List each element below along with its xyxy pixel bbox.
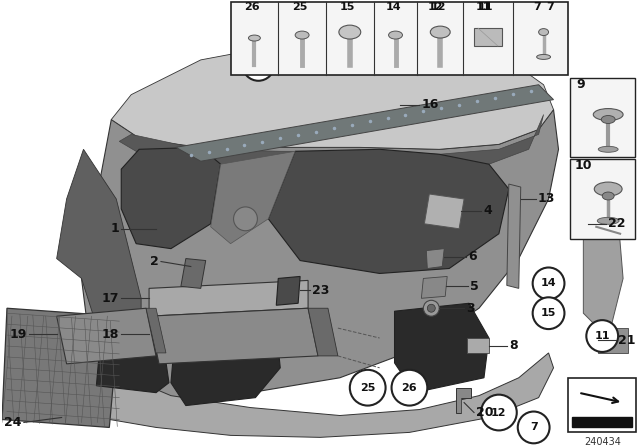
Polygon shape — [97, 328, 169, 392]
Circle shape — [532, 267, 564, 299]
Ellipse shape — [602, 192, 614, 200]
Ellipse shape — [601, 116, 615, 124]
Circle shape — [234, 207, 257, 231]
Polygon shape — [598, 328, 628, 353]
Polygon shape — [149, 280, 308, 316]
Text: 10: 10 — [575, 159, 592, 172]
Text: 12: 12 — [491, 408, 507, 418]
Text: 15: 15 — [541, 308, 556, 318]
Polygon shape — [456, 388, 471, 413]
Bar — [570, 78, 635, 157]
Ellipse shape — [539, 29, 548, 35]
Polygon shape — [394, 303, 489, 392]
Ellipse shape — [248, 35, 260, 41]
Polygon shape — [176, 85, 554, 161]
Ellipse shape — [598, 146, 618, 152]
Text: 25: 25 — [360, 383, 376, 393]
Polygon shape — [426, 249, 444, 268]
Circle shape — [481, 395, 516, 431]
Ellipse shape — [295, 31, 309, 39]
Circle shape — [428, 304, 435, 312]
Text: 2: 2 — [150, 255, 159, 268]
Polygon shape — [57, 149, 141, 398]
Ellipse shape — [388, 31, 403, 39]
Circle shape — [243, 49, 275, 81]
Text: 12: 12 — [430, 2, 446, 12]
Circle shape — [350, 370, 385, 405]
Text: 21: 21 — [618, 333, 636, 346]
Polygon shape — [67, 353, 554, 437]
Text: 5: 5 — [470, 280, 479, 293]
Polygon shape — [268, 149, 509, 273]
Polygon shape — [421, 276, 447, 298]
Text: 24: 24 — [4, 416, 22, 429]
Text: 7: 7 — [530, 422, 538, 432]
Polygon shape — [146, 308, 166, 353]
Text: 26: 26 — [244, 2, 260, 12]
Text: 13: 13 — [538, 193, 555, 206]
Text: 18: 18 — [102, 327, 119, 340]
Text: 26: 26 — [402, 383, 417, 393]
Polygon shape — [119, 115, 543, 169]
Text: 17: 17 — [102, 292, 119, 305]
Polygon shape — [467, 338, 489, 353]
Polygon shape — [308, 308, 338, 356]
Text: 16: 16 — [421, 98, 439, 111]
Polygon shape — [181, 258, 205, 289]
Polygon shape — [121, 147, 221, 249]
Polygon shape — [81, 110, 559, 398]
Circle shape — [392, 370, 428, 405]
Text: 14: 14 — [385, 2, 401, 12]
Text: 12: 12 — [428, 2, 443, 12]
Polygon shape — [57, 308, 156, 364]
Text: 19: 19 — [10, 327, 27, 340]
Ellipse shape — [536, 55, 550, 60]
Circle shape — [423, 300, 439, 316]
Polygon shape — [276, 276, 300, 305]
Text: 15: 15 — [340, 2, 355, 12]
Polygon shape — [572, 418, 632, 427]
Text: 11: 11 — [478, 2, 493, 12]
Text: 7: 7 — [547, 2, 554, 12]
Circle shape — [518, 412, 550, 444]
Ellipse shape — [339, 25, 361, 39]
Ellipse shape — [430, 26, 450, 38]
Circle shape — [243, 22, 275, 54]
Polygon shape — [171, 318, 280, 405]
Polygon shape — [149, 308, 318, 364]
Polygon shape — [111, 40, 554, 149]
Text: 240434: 240434 — [584, 437, 621, 448]
Text: 9: 9 — [577, 78, 585, 90]
Polygon shape — [507, 184, 521, 289]
Bar — [230, 2, 568, 75]
Text: 11: 11 — [595, 331, 610, 341]
Polygon shape — [424, 194, 464, 229]
Ellipse shape — [597, 217, 619, 224]
Polygon shape — [2, 308, 119, 427]
Text: 25: 25 — [292, 2, 308, 12]
Ellipse shape — [593, 108, 623, 121]
Text: 6: 6 — [468, 250, 477, 263]
Text: 22: 22 — [608, 217, 626, 230]
Text: 7: 7 — [534, 2, 541, 12]
Text: 9: 9 — [255, 60, 262, 70]
Text: 10: 10 — [251, 33, 266, 43]
Bar — [568, 378, 636, 432]
Text: 14: 14 — [541, 278, 556, 289]
Polygon shape — [211, 151, 295, 244]
Text: 3: 3 — [466, 302, 475, 315]
Text: 20: 20 — [476, 406, 493, 419]
Text: 11: 11 — [476, 2, 492, 12]
Text: 23: 23 — [312, 284, 330, 297]
Circle shape — [532, 297, 564, 329]
Bar — [570, 159, 635, 239]
Bar — [474, 28, 502, 46]
Circle shape — [586, 320, 618, 352]
Polygon shape — [583, 214, 623, 338]
Ellipse shape — [595, 182, 622, 196]
Text: 4: 4 — [483, 204, 492, 217]
Text: 8: 8 — [509, 340, 517, 353]
Text: 1: 1 — [111, 222, 119, 235]
